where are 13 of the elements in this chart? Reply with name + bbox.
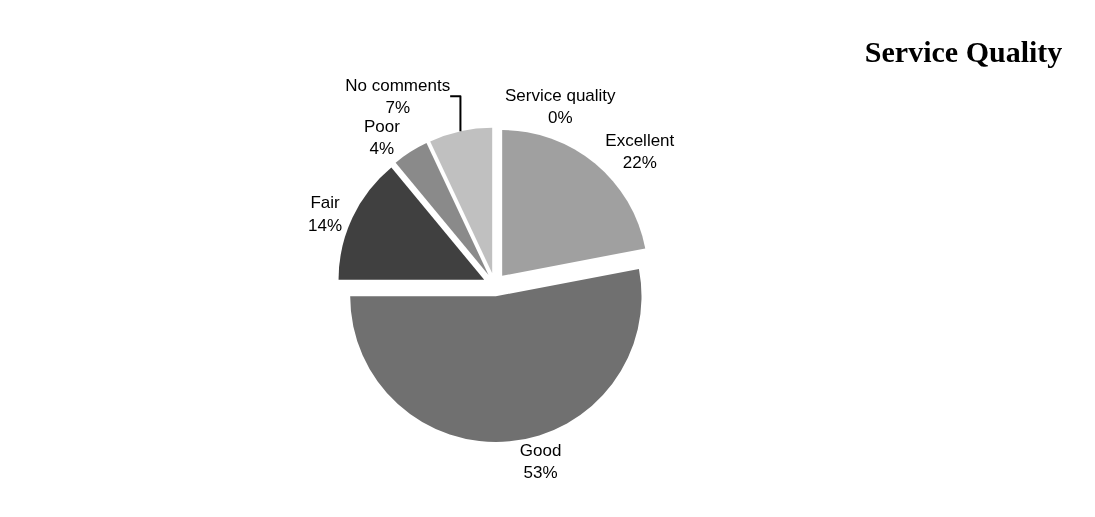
data-label: 53% <box>523 463 558 483</box>
text: 0% <box>548 108 573 128</box>
data-label: 4% <box>369 138 395 158</box>
slice-label: Poor <box>363 116 401 136</box>
slice-label: Excellent <box>605 130 675 150</box>
slice-label: Good <box>519 441 562 461</box>
data-label: 14% <box>308 215 343 235</box>
text: Service Quality <box>864 35 1063 69</box>
category-label: Service quality <box>505 86 616 106</box>
data-label: 22% <box>622 152 657 172</box>
data-label: 7% <box>385 97 411 117</box>
slice-label: No comments <box>345 75 451 95</box>
slice-label: Fair <box>310 193 341 213</box>
